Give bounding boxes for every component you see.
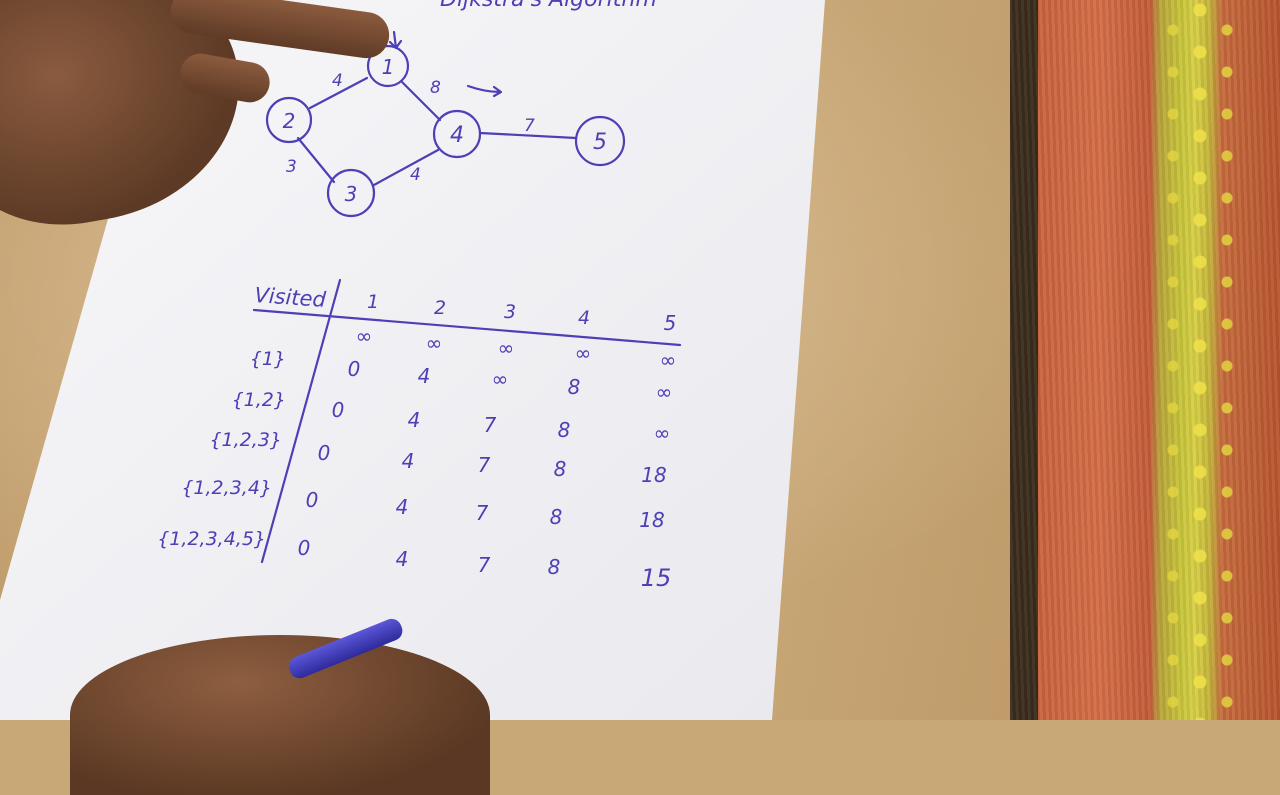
- visited-cell: {1,2,3,4}: [181, 477, 272, 499]
- dist-cell-4: 8: [550, 505, 563, 529]
- edge-1-2: [308, 76, 369, 110]
- dist-cell-1: 0: [298, 536, 311, 560]
- col-header-5: 5: [664, 311, 677, 335]
- dist-cell-3: 7: [478, 553, 491, 577]
- dist-cell-3: 7: [476, 501, 489, 525]
- dist-cell-1: 0: [332, 398, 345, 422]
- dist-cell-1: 0: [318, 441, 331, 465]
- init-cell-1: ∞: [356, 324, 373, 348]
- node-4-label: 4: [450, 123, 464, 148]
- paper-surface: [0, 0, 825, 720]
- column-headers: 1 2 3 4 5: [367, 291, 676, 335]
- col-header-3: 3: [504, 301, 516, 323]
- edge-2-3: [296, 136, 336, 184]
- node-5-circle: [574, 115, 626, 167]
- init-cell-2: ∞: [426, 331, 443, 355]
- paper-sheet: Dijkstra's Algorithm 1 2 3 4 5: [0, 0, 825, 720]
- table-divider-rule: [260, 278, 342, 564]
- node-1-label: 1: [382, 55, 395, 79]
- dist-cell-2: 4: [402, 449, 415, 473]
- node-4-circle: [432, 109, 482, 159]
- visited-header: Visited: [254, 283, 328, 312]
- table-row: {1,2,3,4,5} 0 4 7 8 15: [157, 528, 671, 592]
- init-cell-3: ∞: [498, 336, 515, 360]
- weight-3-4: 4: [410, 165, 421, 185]
- dist-cell-5: ∞: [656, 380, 673, 404]
- dist-cell-2: 4: [396, 547, 409, 571]
- cloth-embroidery: [1155, 0, 1245, 720]
- writing-hand: [70, 635, 490, 795]
- edge-weights: 4 8 3 4 7: [286, 71, 535, 185]
- dist-cell-1: 0: [306, 488, 319, 512]
- table-row: {1,2,3,4} 0 4 7 8 18: [181, 477, 664, 532]
- dist-cell-4: 8: [548, 555, 561, 579]
- node-1-circle: [366, 44, 410, 88]
- weight-1-4: 8: [430, 78, 441, 98]
- weight-2-3: 3: [286, 157, 297, 177]
- dist-cell-4: 8: [568, 375, 581, 399]
- table-header-rule: [252, 308, 682, 347]
- graph-nodes: 1 2 3 4 5: [265, 44, 626, 218]
- col-header-4: 4: [578, 307, 590, 329]
- dist-cell-2: 4: [418, 364, 431, 388]
- initial-row: ∞ ∞ ∞ ∞ ∞: [356, 324, 677, 372]
- weight-1-2: 4: [332, 71, 343, 91]
- node-3-label: 3: [345, 182, 358, 206]
- edge-3-4: [372, 148, 440, 187]
- dist-cell-5: 15: [641, 564, 672, 592]
- weight-4-5: 7: [524, 116, 535, 136]
- table-row: {1,2} 0 4 7 8 ∞: [232, 389, 671, 445]
- direction-arrow-icon: [466, 84, 503, 98]
- dist-cell-2: 4: [396, 495, 409, 519]
- dist-cell-5: ∞: [654, 421, 671, 445]
- dist-cell-5: 18: [639, 508, 664, 532]
- graph-edges: [296, 76, 578, 187]
- node-2-label: 2: [283, 109, 296, 133]
- edge-4-5: [478, 131, 578, 140]
- init-cell-5: ∞: [660, 348, 677, 372]
- dist-cell-4: 8: [554, 457, 567, 481]
- visited-cell: {1,2,3,4,5}: [157, 528, 266, 550]
- visited-cell: {1,2,3}: [209, 429, 282, 451]
- table-row: {1,2,3} 0 4 7 8 18: [209, 429, 666, 487]
- node-5-label: 5: [593, 130, 607, 155]
- node-2-circle: [265, 96, 313, 144]
- init-cell-4: ∞: [575, 341, 592, 365]
- table-row: {1} 0 4 ∞ 8 ∞: [250, 348, 673, 404]
- dist-cell-3: ∞: [492, 367, 509, 391]
- dist-cell-5: 18: [641, 463, 666, 487]
- dist-cell-3: 7: [478, 453, 491, 477]
- col-header-1: 1: [367, 291, 379, 313]
- visited-cell: {1,2}: [232, 389, 286, 411]
- edge-1-4: [400, 80, 442, 122]
- dist-cell-1: 0: [348, 357, 361, 381]
- dist-cell-4: 8: [558, 418, 571, 442]
- visited-cell: {1}: [250, 348, 286, 370]
- node-3-circle: [326, 168, 376, 218]
- title-text: Dijkstra's Algorithm: [440, 0, 657, 12]
- dist-cell-2: 4: [408, 408, 421, 432]
- col-header-2: 2: [434, 297, 446, 319]
- dist-cell-3: 7: [484, 413, 497, 437]
